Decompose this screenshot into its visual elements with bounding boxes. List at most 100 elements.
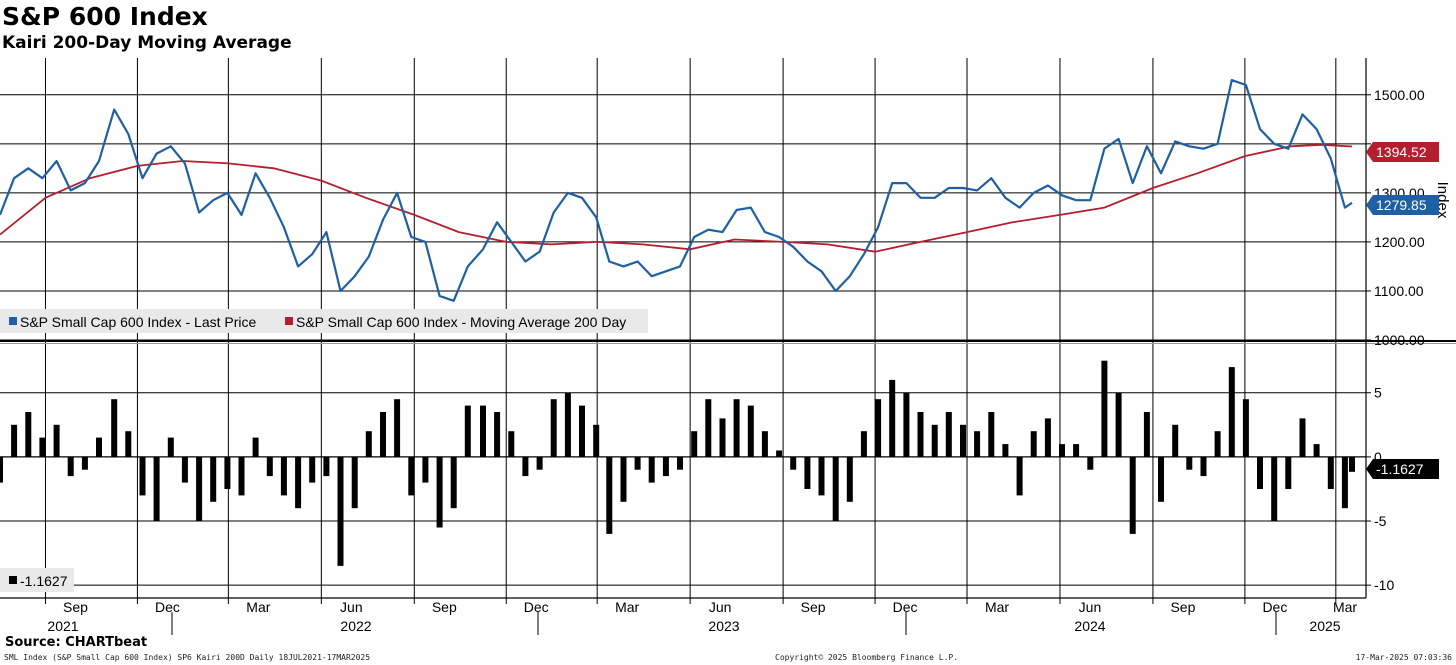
kairi-bar: [804, 456, 811, 489]
y-tick-label-bottom: -5: [1374, 513, 1387, 529]
kairi-bar: [280, 456, 287, 496]
legend-layer: S&P Small Cap 600 Index - Last Price S&P …: [0, 309, 648, 592]
x-tick-label-month: Mar: [246, 599, 270, 615]
kairi-bar: [408, 456, 415, 496]
kairi-bar: [564, 392, 571, 457]
kairi-bar: [960, 424, 966, 457]
kairi-bar: [436, 456, 443, 528]
kairi-bar: [917, 412, 924, 457]
y-tick-label-top: 1100.00: [1374, 283, 1424, 299]
legend-kairi-swatch: [9, 576, 17, 584]
kairi-bar: [394, 399, 401, 457]
kairi-bar: [832, 456, 839, 521]
kairi-bar: [153, 456, 160, 521]
kairi-bar: [125, 431, 132, 457]
x-tick-label-month: Dec: [1262, 599, 1287, 615]
kairi-bar: [210, 456, 217, 502]
series-layer: [0, 79, 1355, 566]
kairi-bar: [139, 456, 146, 496]
kairi-bar: [11, 424, 18, 457]
footer-left: SML Index (S&P Small Cap 600 Index) SP6 …: [4, 653, 371, 662]
x-tick-label-month: Sep: [801, 599, 826, 615]
kairi-bar: [648, 456, 655, 483]
kairi-bar: [81, 456, 88, 470]
kairi-bar: [224, 456, 231, 489]
kairi-bar: [761, 431, 768, 457]
kairi-bar: [1101, 360, 1108, 457]
kairi-bar: [1186, 456, 1193, 470]
kairi-bar: [988, 412, 995, 457]
kairi-bar: [593, 424, 600, 457]
kairi-bar: [380, 412, 386, 457]
kairi-bar: [351, 456, 358, 509]
kairi-bar: [691, 431, 698, 457]
kairi-bar: [508, 431, 515, 457]
legend-top-box: [0, 309, 648, 333]
x-tick-label-month: Dec: [524, 599, 549, 615]
kairi-bar: [974, 431, 981, 457]
kairi-bar: [705, 399, 712, 457]
y-tick-label-top: 1500.00: [1374, 87, 1425, 103]
kairi-bar: [550, 399, 557, 457]
kairi-bar: [1341, 456, 1348, 509]
kairi-bar: [1073, 444, 1080, 457]
kairi-bar: [733, 399, 740, 457]
source-note: Source: CHARTbeat: [5, 635, 148, 650]
kairi-bar: [1200, 456, 1207, 477]
x-year-label: 2021: [47, 618, 78, 634]
kairi-bar: [111, 399, 118, 457]
x-year-label: 2023: [708, 618, 739, 634]
kairi-bar: [323, 456, 330, 477]
kairi-bar: [252, 437, 259, 457]
kairi-bar: [196, 456, 203, 521]
kairi-bar: [464, 405, 471, 457]
kairi-bar: [1214, 431, 1221, 457]
kairi-bar: [1044, 418, 1051, 457]
y-tick-label-bottom: 5: [1374, 385, 1382, 401]
kairi-last-value-bg: [1366, 459, 1439, 479]
kairi-bar: [776, 450, 783, 457]
kairi-bar: [53, 424, 60, 457]
kairi-bar: [662, 456, 669, 477]
kairi-bar: [450, 456, 457, 509]
chart-title: S&P 600 Index: [2, 2, 208, 31]
kairi-bar: [480, 405, 486, 457]
kairi-bar: [606, 456, 613, 534]
kairi-bar: [67, 456, 74, 477]
kairi-bar: [1242, 399, 1249, 457]
kairi-bar: [1228, 367, 1235, 457]
kairi-bar: [1002, 444, 1009, 457]
y-tick-label-top: 1200.00: [1374, 234, 1425, 250]
footer-center: Copyright© 2025 Bloomberg Finance L.P.: [775, 653, 959, 662]
kairi-bar: [1129, 456, 1136, 534]
kairi-bar: [818, 456, 825, 496]
kairi-bar: [1030, 431, 1037, 457]
kairi-bar: [337, 456, 344, 566]
legend-price-swatch: [9, 317, 17, 325]
kairi-bar: [620, 456, 627, 502]
x-year-label: 2024: [1074, 618, 1105, 634]
kairi-bar: [96, 437, 102, 457]
x-tick-label-month: Mar: [615, 599, 639, 615]
x-tick-label-month: Jun: [1079, 599, 1102, 615]
kairi-bar: [634, 456, 641, 470]
axis-layer: 1000.001100.001200.001300.001500.00Index…: [0, 58, 1451, 635]
ma-last-value-bg: [1366, 142, 1439, 162]
y-tick-label-bottom: 0: [1374, 449, 1382, 465]
kairi-bar: [846, 456, 853, 502]
x-tick-label-month: Sep: [1170, 599, 1195, 615]
price-last-value: 1279.85: [1376, 197, 1427, 213]
x-tick-label-month: Dec: [155, 599, 180, 615]
kairi-bar: [1313, 444, 1320, 457]
kairi-bar: [931, 424, 938, 457]
kairi-bar: [522, 456, 529, 477]
kairi-bar: [1327, 456, 1334, 489]
footer-right: 17-Mar-2025 07:03:36: [1355, 653, 1452, 662]
kairi-bar: [167, 437, 174, 457]
kairi-bar: [1016, 456, 1023, 496]
kairi-bar: [1349, 456, 1355, 472]
kairi-bar: [238, 456, 245, 496]
kairi-bar: [494, 412, 501, 457]
x-tick-label-month: Jun: [340, 599, 363, 615]
